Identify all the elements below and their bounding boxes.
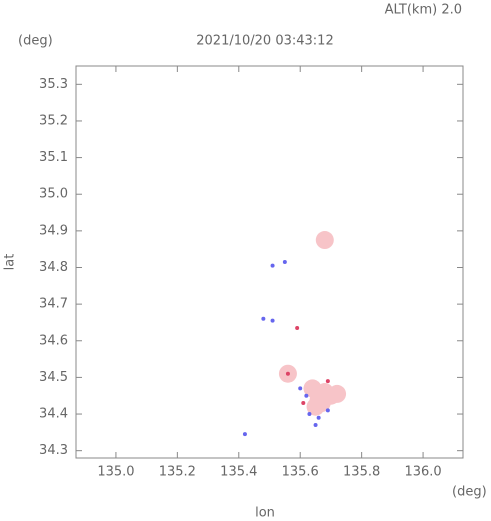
y-unit: (deg) [18, 34, 53, 49]
data-point [298, 386, 303, 391]
data-point [307, 412, 312, 417]
y-tick-label: 34.9 [39, 223, 68, 238]
data-point [304, 393, 309, 398]
y-tick-label: 35.0 [39, 187, 68, 202]
data-point [303, 379, 322, 398]
data-point [316, 415, 321, 420]
y-tick-label: 34.4 [39, 407, 68, 422]
y-axis-label: lat [3, 254, 18, 271]
x-tick-label: 135.6 [282, 465, 319, 480]
x-tick-label: 136.0 [404, 465, 441, 480]
data-point [261, 316, 266, 321]
x-tick-label: 135.0 [97, 465, 134, 480]
data-point [313, 423, 318, 428]
x-axis-label: lon [255, 506, 275, 521]
y-tick-label: 34.7 [39, 297, 68, 312]
x-tick-label: 135.2 [159, 465, 196, 480]
data-point [285, 371, 290, 376]
x-tick-label: 135.8 [343, 465, 380, 480]
data-point [312, 394, 331, 413]
data-point [328, 384, 347, 403]
y-tick-label: 34.5 [39, 370, 68, 385]
chart-title: 2021/10/20 03:43:12 [196, 34, 333, 49]
x-unit: (deg) [452, 485, 487, 500]
y-tick-label: 34.6 [39, 333, 68, 348]
data-point [270, 263, 275, 268]
data-point [270, 318, 275, 323]
data-point [325, 408, 330, 413]
data-point [301, 401, 306, 406]
y-tick-label: 34.8 [39, 260, 68, 275]
altitude-label: ALT(km) 2.0 [385, 3, 462, 18]
y-tick-label: 35.2 [39, 113, 68, 128]
data-point [315, 231, 334, 250]
x-tick-label: 135.4 [220, 465, 257, 480]
data-point [242, 432, 247, 437]
data-point [295, 325, 300, 330]
y-tick-label: 34.3 [39, 443, 68, 458]
data-point [282, 260, 287, 264]
data-point [325, 379, 330, 384]
plot-frame [75, 65, 464, 459]
y-tick-label: 35.3 [39, 77, 68, 92]
y-tick-label: 35.1 [39, 150, 68, 165]
